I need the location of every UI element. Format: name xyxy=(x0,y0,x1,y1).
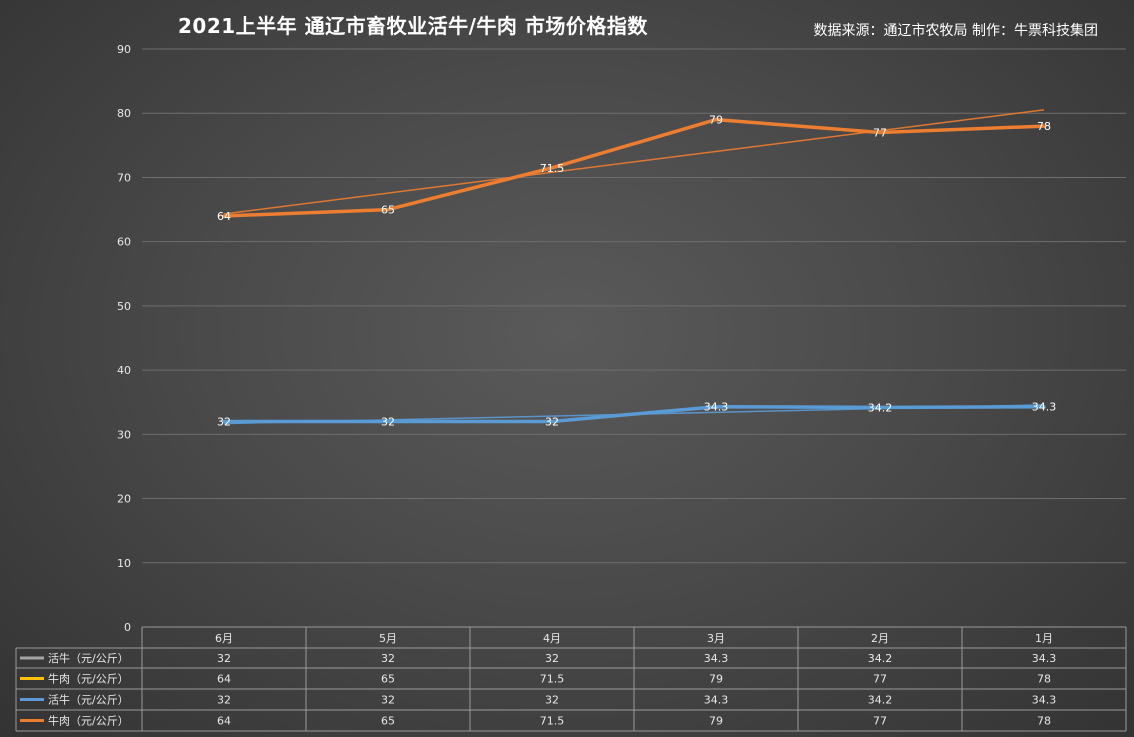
y-tick-label-80: 80 xyxy=(117,107,131,120)
legend-label: 活牛（元/公斤） xyxy=(48,693,129,707)
table-cell: 79 xyxy=(709,673,723,686)
data-point xyxy=(550,166,554,170)
series-line xyxy=(222,404,1046,424)
legend-label: 牛肉（元/公斤） xyxy=(48,714,129,728)
data-point xyxy=(550,419,554,423)
legend-label: 活牛（元/公斤） xyxy=(48,651,129,665)
data-point xyxy=(878,405,882,409)
data-point xyxy=(386,208,390,212)
table-cell: 78 xyxy=(1037,715,1051,728)
table-cell: 77 xyxy=(873,715,887,728)
y-tick-label-40: 40 xyxy=(117,364,131,377)
y-tick-label-50: 50 xyxy=(117,300,131,313)
y-tick-label-0: 0 xyxy=(124,621,131,634)
data-label: 34.3 xyxy=(1032,401,1057,414)
legend-label: 牛肉（元/公斤） xyxy=(48,672,129,686)
table-cell: 34.3 xyxy=(704,694,729,707)
x-tick-label: 2月 xyxy=(871,632,889,645)
table-cell: 71.5 xyxy=(540,715,565,728)
data-label: 34.3 xyxy=(704,401,729,414)
x-tick-label: 3月 xyxy=(707,632,725,645)
data-point xyxy=(1042,124,1046,128)
data-point xyxy=(878,130,882,134)
x-tick-label: 1月 xyxy=(1035,632,1053,645)
data-point xyxy=(222,214,226,218)
table-cell: 32 xyxy=(545,694,559,707)
table-cell: 65 xyxy=(381,715,395,728)
table-cell: 64 xyxy=(217,715,231,728)
x-tick-label: 5月 xyxy=(379,632,397,645)
table-cell: 34.3 xyxy=(704,652,729,665)
table-cell: 71.5 xyxy=(540,673,565,686)
table-cell: 32 xyxy=(217,652,231,665)
data-label: 78 xyxy=(1037,120,1051,133)
data-point xyxy=(222,419,226,423)
table-cell: 34.2 xyxy=(868,694,893,707)
table-cell: 32 xyxy=(217,694,231,707)
y-tick-label-10: 10 xyxy=(117,557,131,570)
data-label: 77 xyxy=(873,126,887,139)
table-cell: 34.2 xyxy=(868,652,893,665)
table-cell: 32 xyxy=(545,652,559,665)
data-label: 71.5 xyxy=(540,162,565,175)
data-label: 79 xyxy=(709,114,723,127)
table-cell: 34.3 xyxy=(1032,694,1057,707)
y-tick-label-30: 30 xyxy=(117,428,131,441)
data-label: 32 xyxy=(217,415,231,428)
x-tick-label: 6月 xyxy=(215,632,233,645)
table-cell: 32 xyxy=(381,694,395,707)
source-note: 数据来源：通辽市农牧局 制作：牛票科技集团 xyxy=(813,23,1098,39)
table-cell: 34.3 xyxy=(1032,652,1057,665)
data-label: 32 xyxy=(545,415,559,428)
chart-title: 2021上半年 通辽市畜牧业活牛/牛肉 市场价格指数 xyxy=(178,14,648,38)
trendline xyxy=(223,109,1045,215)
y-tick-label-20: 20 xyxy=(117,493,131,506)
series-line xyxy=(222,117,1046,218)
data-label: 32 xyxy=(381,415,395,428)
data-label: 64 xyxy=(217,210,231,223)
table-cell: 77 xyxy=(873,673,887,686)
x-tick-label: 4月 xyxy=(543,632,561,645)
table-cell: 79 xyxy=(709,715,723,728)
data-point xyxy=(386,419,390,423)
data-point xyxy=(1042,405,1046,409)
table-cell: 78 xyxy=(1037,673,1051,686)
y-tick-label-90: 90 xyxy=(117,43,131,56)
y-tick-label-60: 60 xyxy=(117,236,131,249)
data-label: 65 xyxy=(381,204,395,217)
table-cell: 65 xyxy=(381,673,395,686)
table-cell: 32 xyxy=(381,652,395,665)
data-point xyxy=(714,405,718,409)
table-cell: 64 xyxy=(217,673,231,686)
y-tick-label-70: 70 xyxy=(117,171,131,184)
data-point xyxy=(714,118,718,122)
data-label: 34.2 xyxy=(868,401,893,414)
